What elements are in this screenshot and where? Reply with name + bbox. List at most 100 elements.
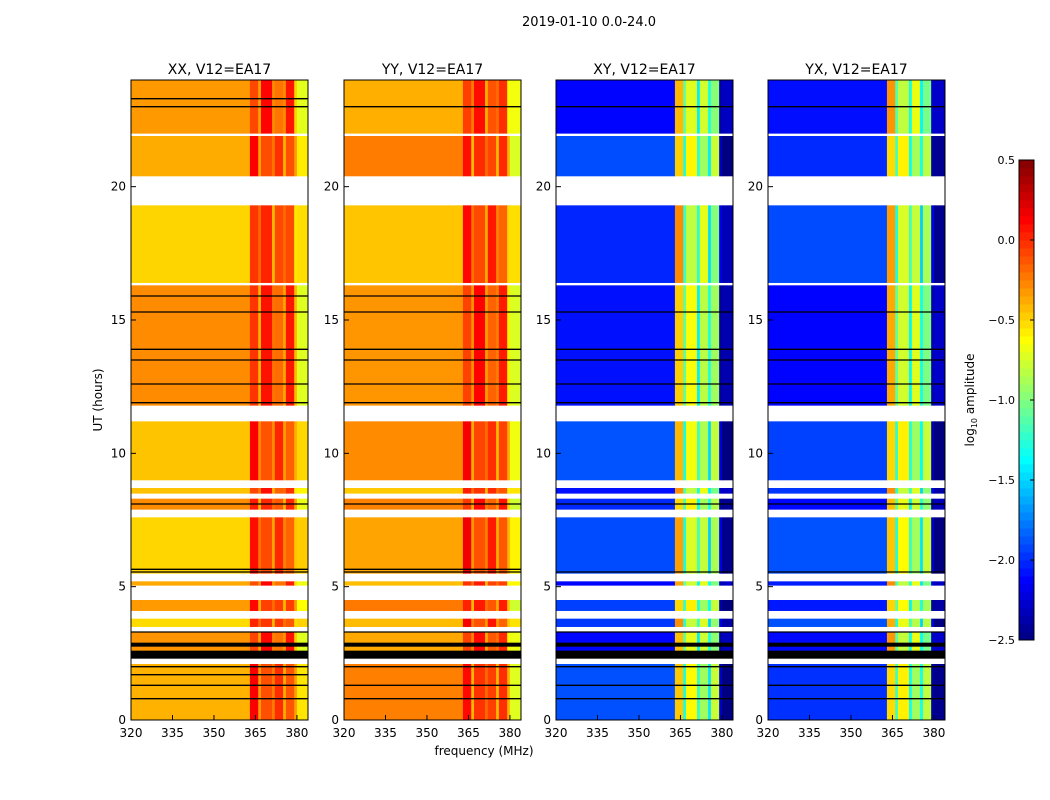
heatmap-cell: [699, 632, 709, 651]
colorbar-segment: [1019, 584, 1034, 593]
colorbar: 0.5 0.0 −0.5 −1.0 −1.5 −2.0 −2.5: [988, 154, 1035, 647]
x-tick-label: 380: [710, 726, 733, 740]
flagged-band: [768, 642, 945, 647]
heatmap-cell: [933, 632, 946, 651]
heatmap-cell: [710, 600, 720, 611]
heatmap-cell: [260, 664, 273, 721]
heatmap-cell: [507, 517, 511, 574]
heatmap-cell: [886, 136, 896, 177]
heatmap-cell: [931, 205, 935, 283]
heatmap-cell: [556, 285, 676, 406]
heatmap-cell: [272, 664, 276, 721]
heatmap-cell: [487, 421, 497, 481]
heatmap-cell: [485, 632, 489, 651]
heatmap-cell: [708, 632, 712, 651]
heatmap-cell: [260, 517, 273, 574]
heatmap-cell: [699, 600, 709, 611]
heatmap-cell: [131, 136, 251, 177]
colorbar-segment: [1019, 560, 1034, 569]
y-tick-label: 5: [543, 580, 551, 594]
heatmap-cell: [344, 600, 464, 611]
heatmap-cell: [285, 600, 295, 611]
heatmap-cell: [272, 600, 276, 611]
panel-title: YY, V12=EA17: [381, 62, 483, 78]
heatmap-cell: [674, 136, 684, 177]
heatmap-cell: [294, 581, 298, 586]
heatmap-cell: [296, 421, 309, 481]
colorbar-segment: [1019, 224, 1034, 233]
y-tick-label: 20: [324, 180, 339, 194]
heatmap-cell: [283, 517, 287, 574]
heatmap-cell: [699, 581, 709, 586]
heatmap-cell: [509, 618, 522, 627]
x-tick-label: 335: [161, 726, 184, 740]
heatmap-cell: [922, 205, 932, 283]
colorbar-segment: [1019, 272, 1034, 281]
heatmap-cell: [131, 205, 251, 283]
heatmap-cell: [471, 632, 475, 651]
heatmap-cell: [895, 517, 899, 574]
heatmap-cell: [911, 517, 921, 574]
heatmap-cell: [674, 600, 684, 611]
heatmap-cell: [249, 285, 259, 406]
heatmap-cell: [719, 517, 723, 574]
heatmap-cell: [719, 600, 723, 611]
heatmap-cell: [685, 581, 698, 586]
heatmap-cell: [683, 664, 687, 721]
heatmap-cell: [509, 488, 522, 494]
heatmap-cell: [283, 600, 287, 611]
colorbar-segment: [1019, 512, 1034, 521]
colorbar-segment: [1019, 424, 1034, 433]
heatmap-cell: [496, 285, 500, 406]
heatmap-cell: [674, 581, 684, 586]
heatmap-cell: [674, 205, 684, 283]
heatmap-cell: [710, 136, 720, 177]
heatmap-cell: [258, 136, 262, 177]
heatmap-cell: [471, 664, 475, 721]
heatmap-cell: [344, 205, 464, 283]
heatmap-cell: [933, 421, 946, 481]
heatmap-cell: [721, 581, 734, 586]
heatmap-cell: [697, 205, 701, 283]
x-tick-label: 365: [244, 726, 267, 740]
heatmap-cell: [249, 664, 259, 721]
heatmap-cell: [933, 136, 946, 177]
heatmap-cell: [249, 136, 259, 177]
heatmap-cell: [710, 421, 720, 481]
colorbar-segment: [1019, 464, 1034, 473]
heatmap-cell: [911, 285, 921, 406]
colorbar-segment: [1019, 208, 1034, 217]
heatmap-cell: [556, 205, 676, 283]
heatmap-cell: [485, 618, 489, 627]
heatmap-cell: [920, 632, 924, 651]
heatmap-cell: [708, 205, 712, 283]
heatmap-cell: [685, 618, 698, 627]
heatmap-cell: [296, 664, 309, 721]
heatmap-cell: [498, 517, 508, 574]
heatmap-cell: [260, 205, 273, 283]
colorbar-segment: [1019, 368, 1034, 377]
heatmap-cell: [909, 517, 913, 574]
colorbar-tick-label: −0.5: [988, 314, 1015, 327]
heatmap-cell: [285, 205, 295, 283]
heatmap-cell: [895, 205, 899, 283]
heatmap-cell: [768, 600, 888, 611]
colorbar-segment: [1019, 416, 1034, 425]
heatmap-cell: [708, 488, 712, 494]
heatmap-cell: [462, 600, 472, 611]
heatmap-cell: [897, 136, 910, 177]
heatmap-cell: [697, 517, 701, 574]
heatmap-cell: [344, 517, 464, 574]
figure-title: 2019-01-10 0.0-24.0: [522, 15, 656, 30]
heatmap-cell: [462, 136, 472, 177]
colorbar-segment: [1019, 528, 1034, 537]
heatmap-cell: [272, 421, 276, 481]
heatmap-cell: [507, 136, 511, 177]
y-tick-label: 0: [543, 713, 551, 727]
heatmap-cell: [473, 581, 486, 586]
heatmap-cell: [909, 136, 913, 177]
heatmap-cell: [922, 600, 932, 611]
colorbar-segment: [1019, 432, 1034, 441]
heatmap-cell: [294, 488, 298, 494]
heatmap-cell: [471, 136, 475, 177]
